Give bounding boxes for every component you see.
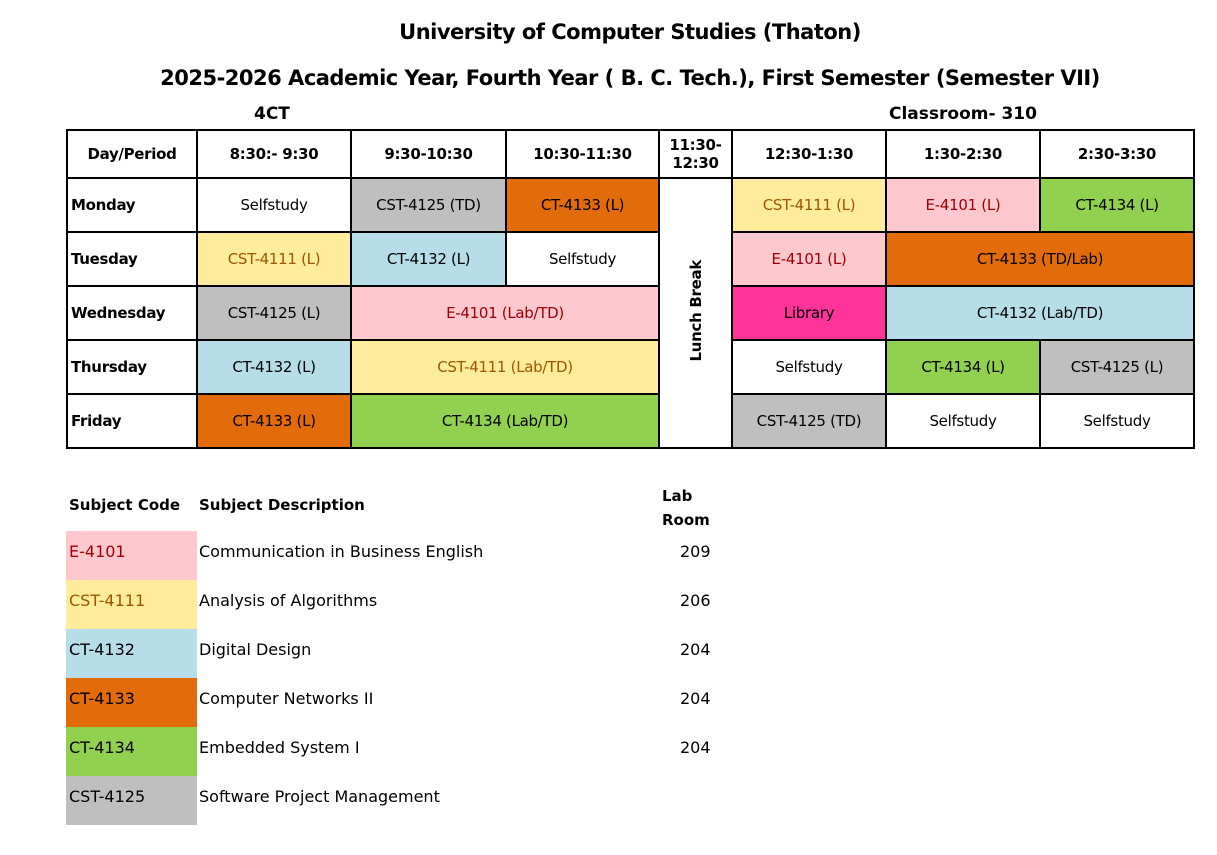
header-period: 9:30-10:30	[350, 129, 507, 179]
legend-lab-room: 204	[680, 689, 711, 708]
legend-row: CT-4134 Embedded System I 204	[66, 727, 766, 776]
header-period: 8:30:- 9:30	[196, 129, 352, 179]
header-period: 12:30-1:30	[731, 129, 887, 179]
legend-lab-room: 204	[680, 640, 711, 659]
class-cell: Selfstudy	[1039, 393, 1195, 449]
legend-subject-description: Communication in Business English	[199, 542, 484, 561]
legend-subject-code: CT-4134	[66, 727, 197, 776]
legend-row: CT-4133 Computer Networks II 204	[66, 678, 766, 727]
class-cell: CT-4134 (L)	[1039, 177, 1195, 233]
class-cell: CT-4133 (L)	[505, 177, 660, 233]
header-period: 11:30-12:30	[658, 129, 733, 179]
class-cell: CT-4134 (Lab/TD)	[350, 393, 660, 449]
page-title: University of Computer Studies (Thaton)	[399, 20, 861, 44]
class-cell: CT-4133 (L)	[196, 393, 352, 449]
legend-lab-room: 209	[680, 542, 711, 561]
class-cell: CST-4125 (TD)	[731, 393, 887, 449]
class-cell: Selfstudy	[196, 177, 352, 233]
legend-subject-description: Embedded System I	[199, 738, 360, 757]
class-cell: Selfstudy	[505, 231, 660, 287]
day-label: Tuesday	[66, 231, 198, 287]
class-cell: CT-4132 (L)	[196, 339, 352, 395]
legend-subject-code: CT-4132	[66, 629, 197, 678]
day-label: Thursday	[66, 339, 198, 395]
header-row: Day/Period 8:30:- 9:30 9:30-10:30 10:30-11:…	[66, 129, 1195, 179]
legend-subject-code: CST-4111	[66, 580, 197, 629]
timetable: Day/Period 8:30:- 9:30 9:30-10:30 10:30-11:…	[66, 129, 1195, 449]
legend-subject-description: Analysis of Algorithms	[199, 591, 378, 610]
legend-subject-description: Computer Networks II	[199, 689, 374, 708]
class-cell: CT-4132 (L)	[350, 231, 507, 287]
class-cell: Selfstudy	[885, 393, 1041, 449]
header-period: 2:30-3:30	[1039, 129, 1195, 179]
classroom-label: Classroom- 310	[889, 104, 1037, 124]
legend-header-description: Subject Description	[199, 496, 365, 514]
lunch-break-cell: Lunch Break	[658, 177, 733, 449]
class-cell: CST-4111 (L)	[731, 177, 887, 233]
legend-subject-code: E-4101	[66, 531, 197, 580]
legend-lab-room: 206	[680, 591, 711, 610]
day-row: Wednesday CST-4125 (L) E-4101 (Lab/TD) Libr…	[66, 285, 1195, 341]
class-cell: Library	[731, 285, 887, 341]
class-cell: CST-4111 (L)	[196, 231, 352, 287]
class-cell: E-4101 (Lab/TD)	[350, 285, 660, 341]
header-period: 1:30-2:30	[885, 129, 1041, 179]
class-cell: CT-4134 (L)	[885, 339, 1041, 395]
legend-lab-room: 204	[680, 738, 711, 757]
day-row: Tuesday CST-4111 (L) CT-4132 (L) Selfstudy E…	[66, 231, 1195, 287]
class-cell: CST-4111 (Lab/TD)	[350, 339, 660, 395]
header-period: 10:30-11:30	[505, 129, 660, 179]
class-cell: E-4101 (L)	[885, 177, 1041, 233]
class-cell: Selfstudy	[731, 339, 887, 395]
class-cell: CST-4125 (TD)	[350, 177, 507, 233]
legend-header-code: Subject Code	[69, 496, 181, 514]
day-label: Monday	[66, 177, 198, 233]
class-cell: CST-4125 (L)	[1039, 339, 1195, 395]
day-label: Friday	[66, 393, 198, 449]
legend-subject-description: Software Project Management	[199, 787, 440, 806]
day-label: Wednesday	[66, 285, 198, 341]
class-cell: CST-4125 (L)	[196, 285, 352, 341]
page-subtitle: 2025-2026 Academic Year, Fourth Year ( B…	[160, 66, 1100, 90]
legend-subject-code: CT-4133	[66, 678, 197, 727]
legend-row: CT-4132 Digital Design 204	[66, 629, 766, 678]
class-cell: E-4101 (L)	[731, 231, 887, 287]
class-name: 4CT	[254, 104, 290, 124]
legend-row: E-4101 Communication in Business English 2…	[66, 531, 766, 580]
legend-row: CST-4125 Software Project Management	[66, 776, 766, 825]
lunch-break-label: Lunch Break	[686, 260, 705, 362]
legend-subject-description: Digital Design	[199, 640, 312, 659]
legend-subject-code: CST-4125	[66, 776, 197, 825]
day-row: Friday CT-4133 (L) CT-4134 (Lab/TD) CST-412…	[66, 393, 1195, 449]
class-cell: CT-4133 (TD/Lab)	[885, 231, 1195, 287]
class-cell: CT-4132 (Lab/TD)	[885, 285, 1195, 341]
day-row: Monday Selfstudy CST-4125 (TD) CT-4133 (L) L…	[66, 177, 1195, 449]
legend-header-room: Room	[662, 511, 710, 529]
legend-header-lab: Lab	[662, 487, 693, 505]
header-day-period: Day/Period	[66, 129, 198, 179]
legend-row: CST-4111 Analysis of Algorithms 206	[66, 580, 766, 629]
day-row: Thursday CT-4132 (L) CST-4111 (Lab/TD) Self…	[66, 339, 1195, 395]
